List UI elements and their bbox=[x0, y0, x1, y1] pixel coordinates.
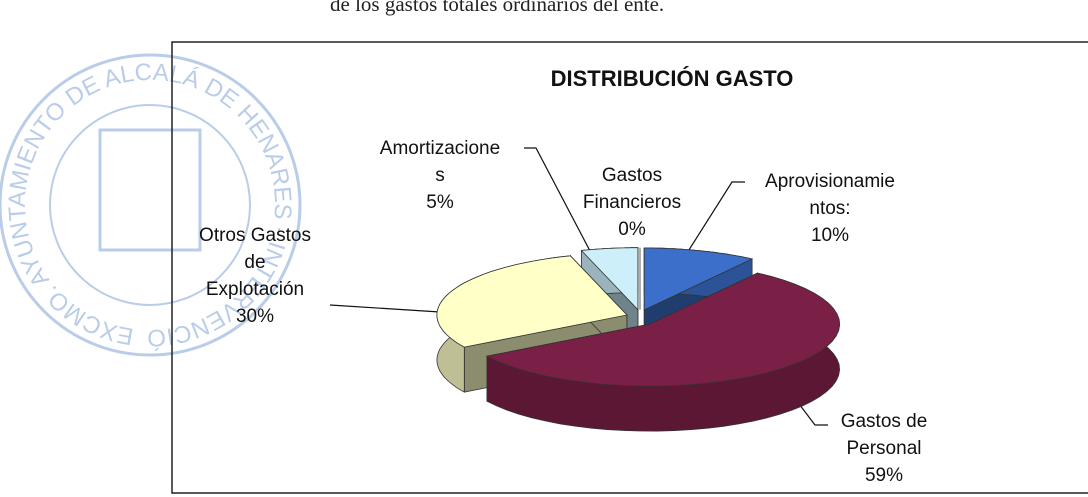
leader-lines bbox=[329, 147, 828, 426]
slice-label: Aprovisionamie ntos: bbox=[765, 171, 895, 219]
slice-label: Gastos de Personal bbox=[840, 411, 928, 459]
pie-slice bbox=[485, 272, 841, 387]
pie-slice bbox=[580, 247, 639, 311]
value-label: 10% bbox=[810, 225, 850, 246]
slice-label: Otros Gastos de Explotación bbox=[199, 225, 311, 300]
chart-frame bbox=[171, 41, 1088, 494]
slice-label: Gastos Financieros bbox=[582, 165, 682, 213]
value-label: 5% bbox=[426, 192, 454, 213]
value-label: 0% bbox=[618, 219, 646, 240]
value-label: 30% bbox=[235, 306, 275, 327]
pie-slice bbox=[436, 255, 628, 348]
document-text: de los gastos totales ordinarios del ent… bbox=[330, 0, 665, 16]
slice-label: Amortizacione s bbox=[379, 138, 501, 186]
chart-title: DISTRIBUCIÓN GASTO bbox=[551, 66, 794, 91]
pie-slice bbox=[643, 247, 754, 311]
value-label: 59% bbox=[864, 465, 904, 486]
